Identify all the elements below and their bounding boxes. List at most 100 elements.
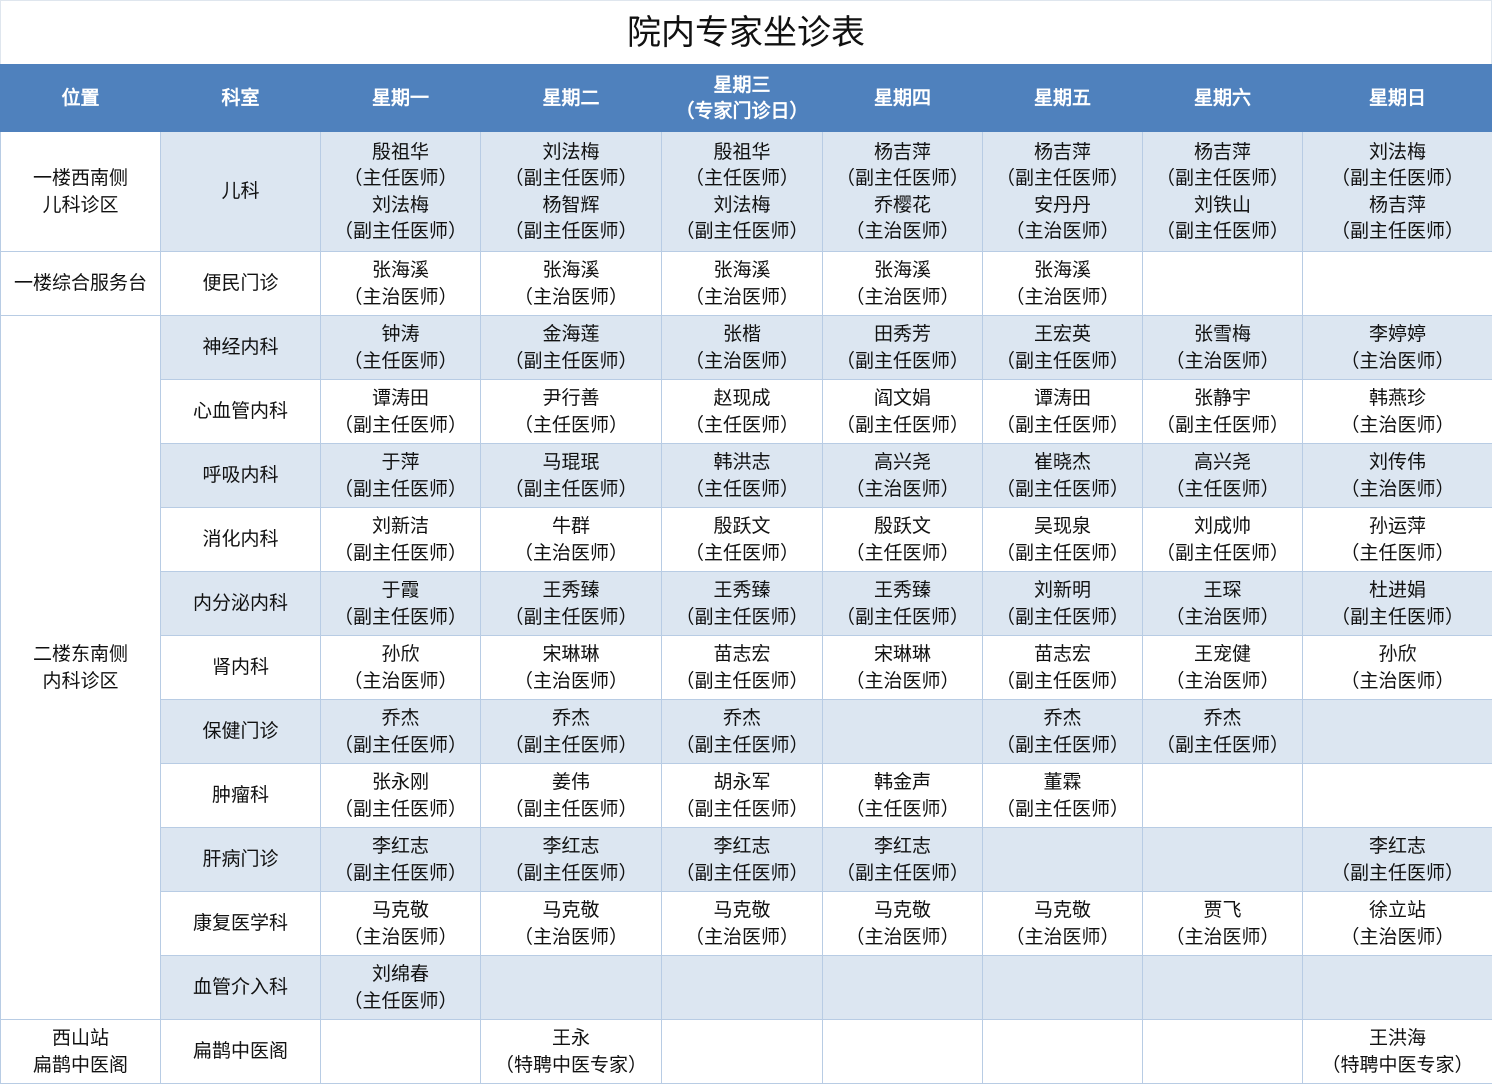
- cell-line: （副主任医师）: [1303, 860, 1492, 887]
- doctor-cell: 殷跃文（主任医师）: [823, 508, 983, 572]
- cell-line: （副主任医师）: [983, 732, 1142, 759]
- doctor-cell: 崔晓杰（副主任医师）: [983, 444, 1143, 508]
- doctor-cell: 王宏英（副主任医师）: [983, 316, 1143, 380]
- cell-line: 贾飞: [1143, 897, 1302, 924]
- cell-line: 马克敬: [823, 897, 982, 924]
- cell-line: 乔杰: [662, 705, 822, 732]
- doctor-cell: [481, 956, 662, 1020]
- cell-line: （主治医师）: [823, 668, 982, 695]
- cell-line: 扁鹊中医阁: [1, 1052, 160, 1079]
- doctor-cell: [1143, 764, 1303, 828]
- cell-line: 于萍: [321, 449, 480, 476]
- doctor-cell: 赵现成（主任医师）: [662, 380, 823, 444]
- cell-line: 马琨珉: [481, 449, 661, 476]
- cell-line: 宋琳琳: [823, 641, 982, 668]
- cell-line: （副主任医师）: [321, 476, 480, 503]
- cell-line: 刘法梅: [1303, 139, 1492, 166]
- cell-line: 韩金声: [823, 769, 982, 796]
- doctor-cell: [1143, 1020, 1303, 1084]
- doctor-cell: 韩燕珍（主治医师）: [1303, 380, 1492, 444]
- cell-line: 孙欣: [321, 641, 480, 668]
- doctor-cell: [662, 1020, 823, 1084]
- doctor-cell: 张楷（主治医师）: [662, 316, 823, 380]
- cell-line: 儿科诊区: [1, 192, 160, 219]
- cell-line: （副主任医师）: [481, 796, 661, 823]
- cell-line: 西山站: [1, 1025, 160, 1052]
- department-cell: 心血管内科: [161, 380, 321, 444]
- cell-line: （副主任医师）: [1143, 412, 1302, 439]
- doctor-cell: 于霞（副主任医师）: [321, 572, 481, 636]
- doctor-cell: [662, 956, 823, 1020]
- page-title: 院内专家坐诊表: [0, 0, 1492, 64]
- doctor-cell: 张海溪（主治医师）: [983, 252, 1143, 316]
- cell-line: （主治医师）: [1303, 348, 1492, 375]
- cell-line: 刘成帅: [1143, 513, 1302, 540]
- doctor-cell: 王秀臻（副主任医师）: [662, 572, 823, 636]
- column-header: 星期二: [481, 65, 662, 132]
- location-cell: 一楼综合服务台: [1, 252, 161, 316]
- cell-line: 刘法梅: [662, 192, 822, 219]
- table-row: 呼吸内科于萍（副主任医师）马琨珉（副主任医师）韩洪志（主任医师）高兴尧（主治医师…: [1, 444, 1492, 508]
- doctor-cell: 吴现泉（副主任医师）: [983, 508, 1143, 572]
- doctor-cell: [983, 828, 1143, 892]
- doctor-cell: 乔杰（副主任医师）: [983, 700, 1143, 764]
- cell-line: （副主任医师）: [823, 412, 982, 439]
- cell-line: （主治医师）: [823, 924, 982, 951]
- doctor-cell: [1303, 764, 1492, 828]
- cell-line: （主任医师）: [823, 796, 982, 823]
- cell-line: （主任医师）: [662, 165, 822, 192]
- doctor-cell: 马克敬（主治医师）: [321, 892, 481, 956]
- doctor-cell: 张海溪（主治医师）: [321, 252, 481, 316]
- cell-line: 张楷: [662, 321, 822, 348]
- cell-line: 刘绵春: [321, 961, 480, 988]
- header-row: 位置科室星期一星期二星期三（专家门诊日）星期四星期五星期六星期日: [1, 65, 1492, 132]
- cell-line: 杨吉萍: [1303, 192, 1492, 219]
- cell-line: 杜进娟: [1303, 577, 1492, 604]
- cell-line: （主治医师）: [1303, 412, 1492, 439]
- cell-line: （主治医师）: [481, 540, 661, 567]
- cell-line: （副主任医师）: [662, 732, 822, 759]
- doctor-cell: 马克敬（主治医师）: [983, 892, 1143, 956]
- cell-line: （主任医师）: [662, 412, 822, 439]
- cell-line: （副主任医师）: [983, 540, 1142, 567]
- cell-line: 钟涛: [321, 321, 480, 348]
- doctor-cell: 刘成帅（副主任医师）: [1143, 508, 1303, 572]
- cell-line: 星期四: [824, 85, 981, 111]
- department-cell: 康复医学科: [161, 892, 321, 956]
- cell-line: （副主任医师）: [1303, 218, 1492, 245]
- table-row: 肝病门诊李红志（副主任医师）李红志（副主任医师）李红志（副主任医师）李红志（副主…: [1, 828, 1492, 892]
- cell-line: 张海溪: [662, 257, 822, 284]
- cell-line: （副主任医师）: [1143, 218, 1302, 245]
- doctor-cell: [1303, 700, 1492, 764]
- schedule-table: 位置科室星期一星期二星期三（专家门诊日）星期四星期五星期六星期日 一楼西南侧儿科…: [0, 64, 1492, 1084]
- doctor-cell: 殷跃文（主任医师）: [662, 508, 823, 572]
- cell-line: 星期日: [1304, 85, 1491, 111]
- doctor-cell: 孙运萍（主任医师）: [1303, 508, 1492, 572]
- cell-line: 位置: [2, 85, 159, 111]
- doctor-cell: 刘新明（副主任医师）: [983, 572, 1143, 636]
- cell-line: （主治医师）: [321, 924, 480, 951]
- doctor-cell: 殷祖华（主任医师）刘法梅（副主任医师）: [662, 132, 823, 252]
- doctor-cell: 乔杰（副主任医师）: [662, 700, 823, 764]
- doctor-cell: 张雪梅（主治医师）: [1143, 316, 1303, 380]
- cell-line: （副主任医师）: [1143, 540, 1302, 567]
- cell-line: （主任医师）: [321, 348, 480, 375]
- doctor-cell: 杨吉萍（副主任医师）刘铁山（副主任医师）: [1143, 132, 1303, 252]
- doctor-cell: 李婷婷（主治医师）: [1303, 316, 1492, 380]
- cell-line: 杨智辉: [481, 192, 661, 219]
- table-row: 心血管内科谭涛田（副主任医师）尹行善（主任医师）赵现成（主任医师）阎文娟（副主任…: [1, 380, 1492, 444]
- doctor-cell: 胡永军（副主任医师）: [662, 764, 823, 828]
- table-row: 保健门诊乔杰（副主任医师）乔杰（副主任医师）乔杰（副主任医师）乔杰（副主任医师）…: [1, 700, 1492, 764]
- doctor-cell: [823, 1020, 983, 1084]
- doctor-cell: 刘传伟（主治医师）: [1303, 444, 1492, 508]
- doctor-cell: 阎文娟（副主任医师）: [823, 380, 983, 444]
- table-row: 西山站扁鹊中医阁扁鹊中医阁王永（特聘中医专家）王洪海（特聘中医专家）: [1, 1020, 1492, 1084]
- cell-line: （主任医师）: [1303, 540, 1492, 567]
- doctor-cell: 宋琳琳（主治医师）: [481, 636, 662, 700]
- cell-line: 乔杰: [983, 705, 1142, 732]
- column-header: 科室: [161, 65, 321, 132]
- cell-line: （主治医师）: [481, 668, 661, 695]
- doctor-cell: 乔杰（副主任医师）: [321, 700, 481, 764]
- cell-line: 一楼西南侧: [1, 165, 160, 192]
- cell-line: 马克敬: [983, 897, 1142, 924]
